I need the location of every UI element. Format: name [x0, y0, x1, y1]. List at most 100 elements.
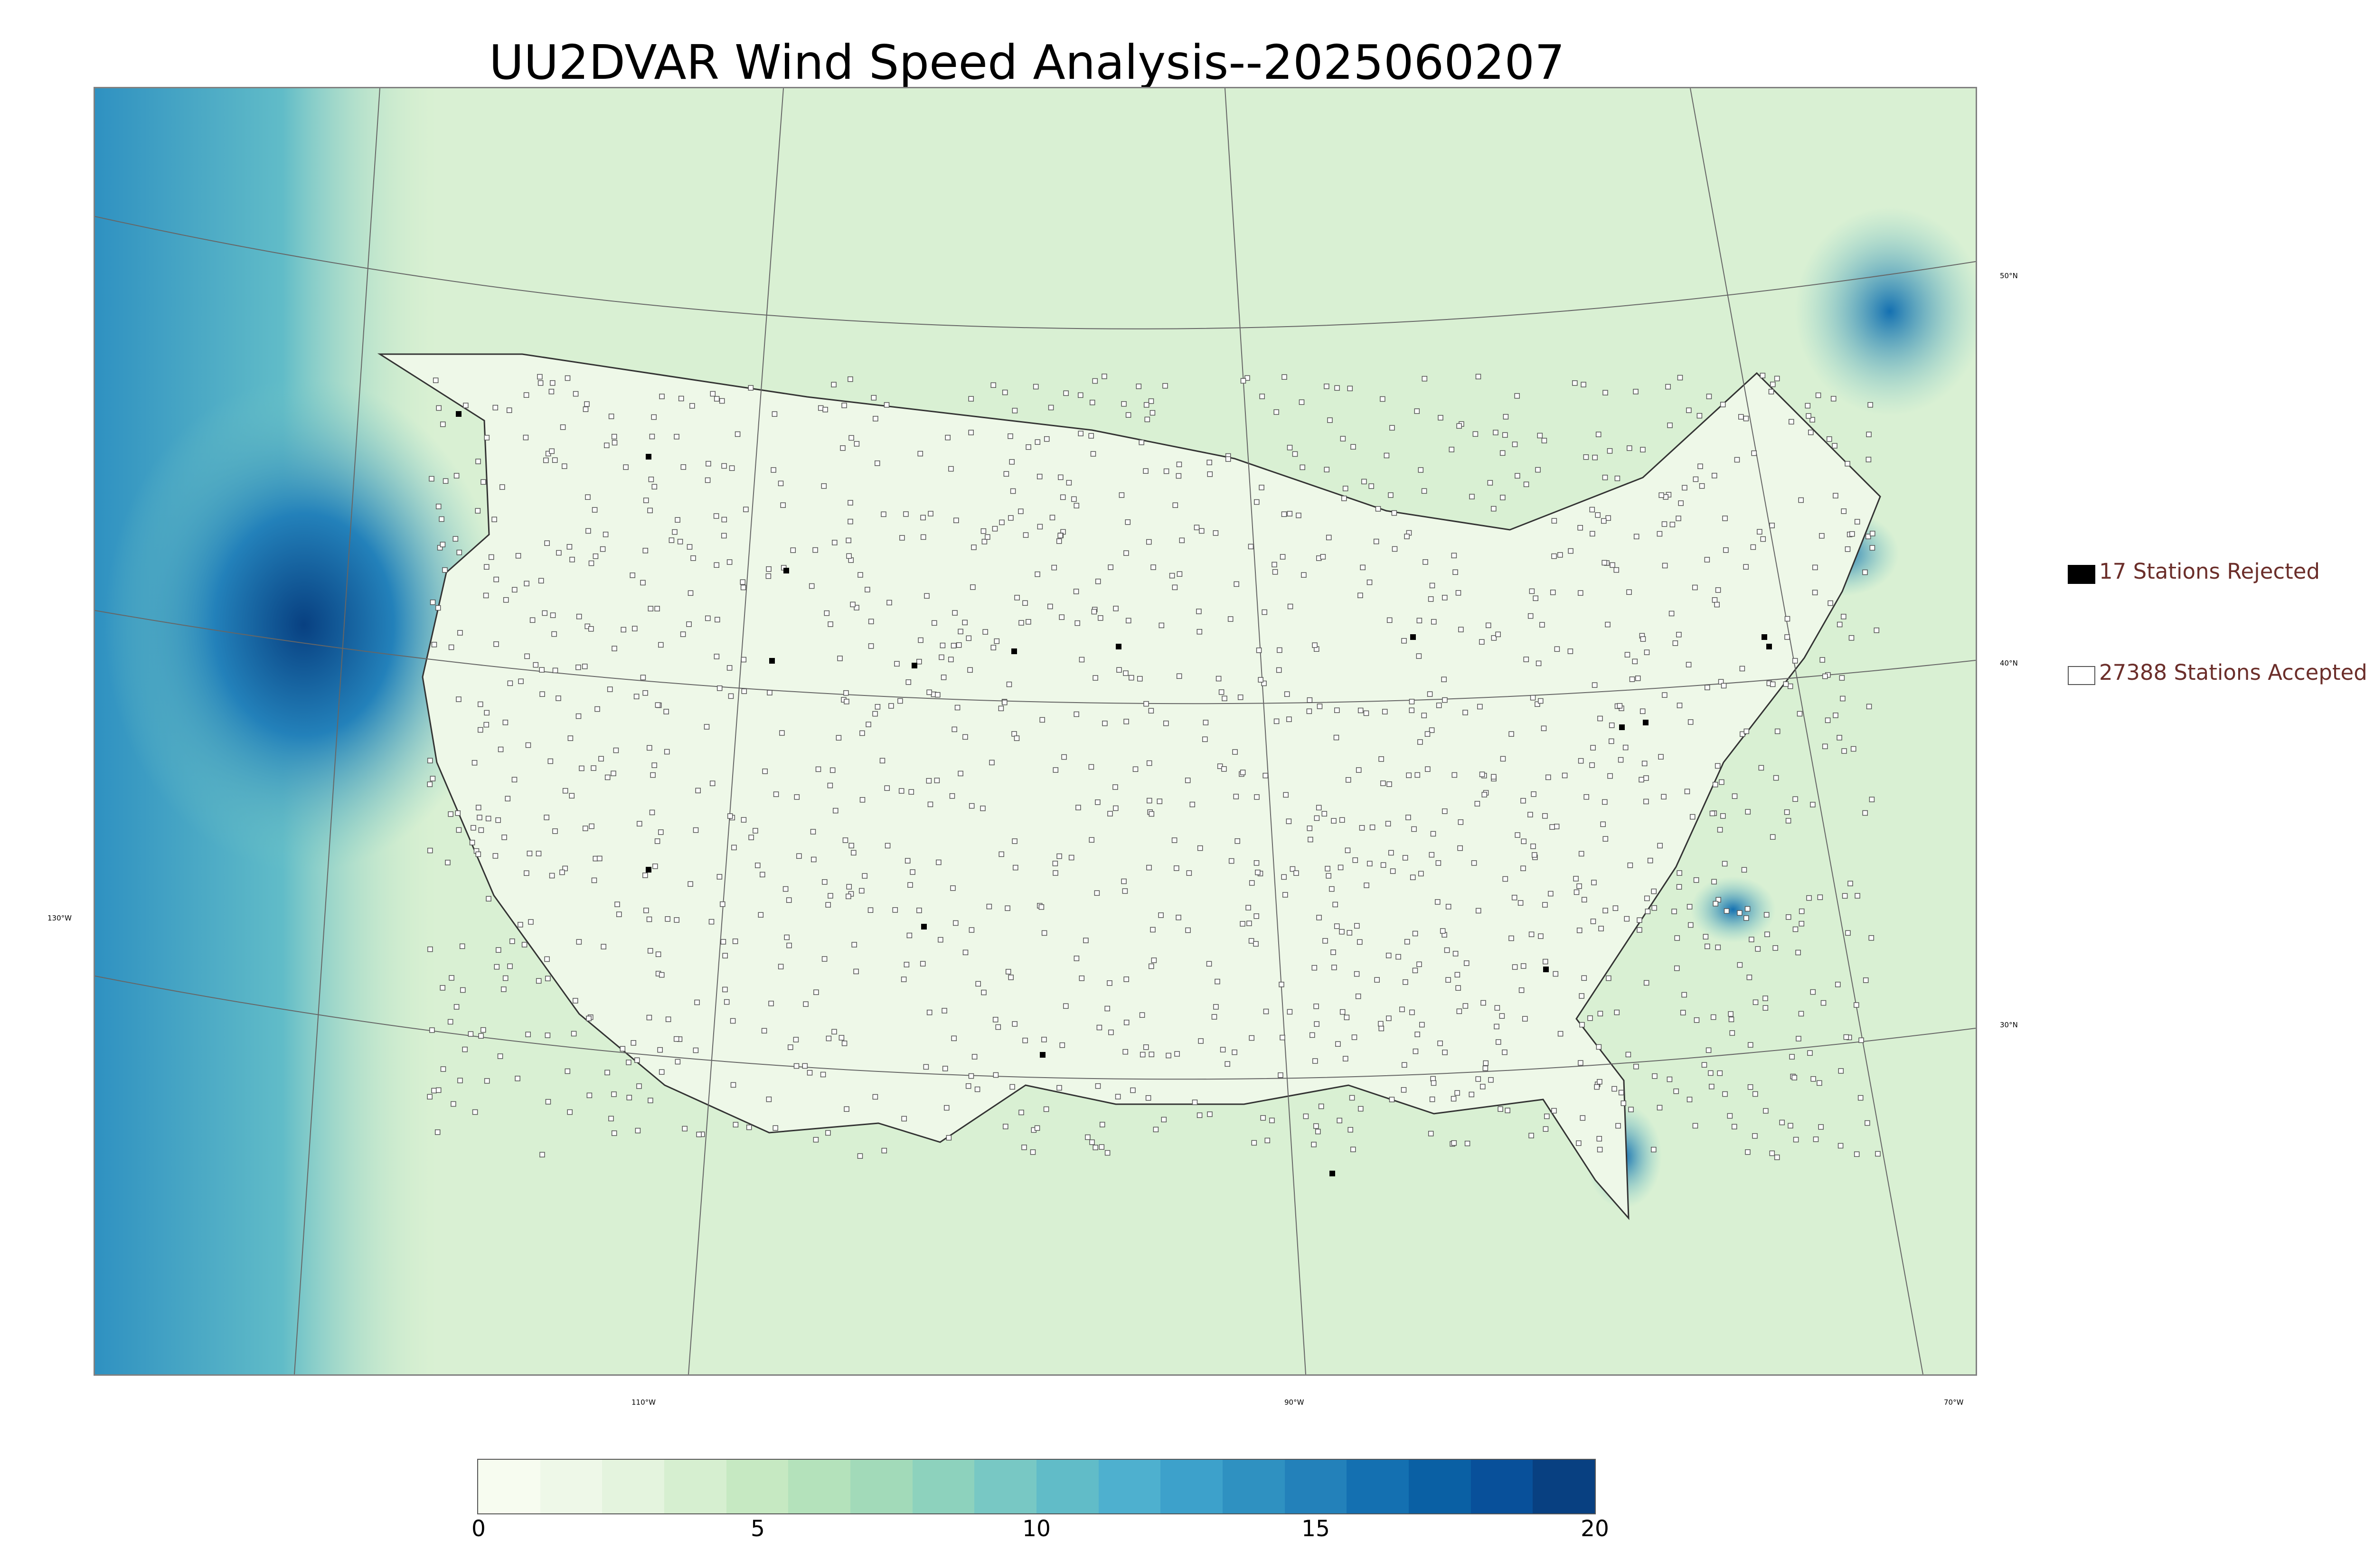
station-marker-accepted: [483, 722, 490, 728]
station-marker-accepted: [635, 1127, 641, 1134]
station-marker-accepted: [1107, 811, 1113, 817]
station-marker-accepted: [1347, 1127, 1353, 1133]
station-marker-accepted: [1491, 635, 1497, 641]
station-marker-accepted: [1049, 515, 1055, 520]
station-marker-accepted: [1240, 378, 1246, 384]
station-marker-accepted: [1626, 589, 1632, 595]
station-marker-accepted: [651, 414, 657, 420]
station-marker-accepted: [1079, 657, 1085, 663]
station-marker-accepted: [1722, 516, 1728, 521]
station-marker-accepted: [1158, 912, 1164, 918]
station-marker-accepted: [1153, 1127, 1159, 1133]
station-marker-accepted: [1159, 622, 1165, 629]
station-marker-accepted: [733, 1122, 739, 1127]
station-marker-accepted: [664, 749, 670, 755]
station-marker-accepted: [1828, 600, 1833, 606]
station-marker-accepted: [1512, 964, 1518, 970]
station-marker-accepted: [748, 385, 754, 391]
station-marker-accepted: [475, 851, 481, 857]
station-marker-accepted: [1253, 941, 1259, 947]
station-marker-accepted: [1228, 858, 1234, 864]
station-marker-accepted: [552, 667, 558, 674]
station-marker-accepted: [463, 403, 469, 408]
station-marker-rejected: [921, 924, 927, 930]
station-marker-accepted: [1717, 1070, 1723, 1076]
station-marker-accepted: [1038, 904, 1045, 910]
station-marker-accepted: [1491, 506, 1497, 512]
station-marker-accepted: [1810, 802, 1816, 807]
station-marker-accepted: [1075, 805, 1081, 810]
station-marker-accepted: [1061, 754, 1067, 760]
station-marker-accepted: [1645, 909, 1651, 914]
station-marker-accepted: [1338, 864, 1344, 871]
station-marker-accepted: [1090, 451, 1096, 457]
lon-label-130: 130°W: [47, 914, 72, 922]
station-marker-accepted: [1418, 467, 1424, 473]
station-marker-accepted: [1324, 384, 1329, 389]
station-marker-accepted: [1595, 512, 1601, 518]
gulf-st-lawrence-wind-maximum: [1795, 207, 1976, 416]
station-marker-accepted: [1874, 627, 1880, 633]
station-marker-accepted: [1870, 531, 1875, 536]
station-marker-accepted: [1686, 662, 1692, 667]
station-marker-accepted: [1279, 982, 1284, 987]
station-marker-accepted: [1651, 1146, 1657, 1153]
station-marker-accepted: [1692, 584, 1698, 591]
station-marker-accepted: [1435, 899, 1441, 905]
station-marker-accepted: [640, 675, 646, 680]
station-marker-accepted: [948, 657, 954, 662]
station-marker-accepted: [1151, 958, 1157, 963]
station-marker-accepted: [1651, 888, 1657, 894]
station-marker-accepted: [658, 829, 664, 835]
station-marker-accepted: [812, 547, 818, 553]
station-marker-accepted: [1770, 381, 1776, 387]
station-marker-accepted: [857, 572, 863, 578]
station-marker-accepted: [888, 703, 894, 709]
station-marker-accepted: [1737, 962, 1743, 968]
station-marker-accepted: [460, 987, 466, 993]
station-marker-accepted: [523, 434, 529, 441]
station-marker-accepted: [831, 1029, 837, 1035]
station-marker-accepted: [632, 626, 638, 631]
station-marker-accepted: [1093, 675, 1098, 681]
map-panel[interactable]: [94, 87, 1977, 1376]
station-marker-accepted: [1085, 1134, 1091, 1140]
station-marker-accepted: [1605, 621, 1611, 628]
colorbar-segment: [540, 1460, 603, 1513]
station-marker-accepted: [1515, 832, 1520, 838]
station-marker-accepted: [1617, 703, 1623, 709]
station-marker-accepted: [1809, 417, 1815, 423]
station-marker-accepted: [708, 919, 715, 925]
station-marker-accepted: [1843, 1034, 1849, 1040]
station-marker-accepted: [1686, 407, 1692, 413]
station-marker-accepted: [1720, 813, 1726, 819]
station-marker-accepted: [436, 405, 442, 411]
station-marker-accepted: [657, 1047, 663, 1053]
station-marker-accepted: [953, 517, 959, 523]
station-marker-accepted: [1254, 794, 1260, 800]
station-marker-accepted: [1762, 995, 1768, 1001]
station-marker-accepted: [918, 637, 923, 643]
station-marker-accepted: [669, 537, 675, 543]
station-marker-rejected: [646, 867, 651, 873]
station-marker-accepted: [1249, 880, 1255, 886]
station-marker-accepted: [1706, 394, 1712, 399]
station-marker-accepted: [1425, 766, 1431, 772]
station-marker-accepted: [1496, 1039, 1501, 1045]
station-marker-accepted: [1412, 930, 1418, 937]
station-marker-accepted: [1469, 1091, 1475, 1098]
station-marker-accepted: [1817, 1080, 1822, 1086]
station-marker-accepted: [1147, 798, 1152, 804]
station-marker-accepted: [1253, 860, 1260, 866]
colorbar-segment: [850, 1460, 913, 1513]
station-marker-accepted: [1637, 917, 1642, 923]
station-marker-accepted: [1363, 710, 1369, 716]
station-marker-accepted: [848, 376, 853, 382]
station-marker-accepted: [623, 464, 629, 470]
station-marker-accepted: [975, 981, 981, 987]
station-marker-accepted: [604, 1070, 610, 1076]
station-marker-accepted: [826, 1035, 832, 1042]
station-marker-accepted: [1149, 1052, 1155, 1057]
station-marker-accepted: [1413, 1048, 1419, 1054]
station-marker-accepted: [588, 626, 594, 632]
